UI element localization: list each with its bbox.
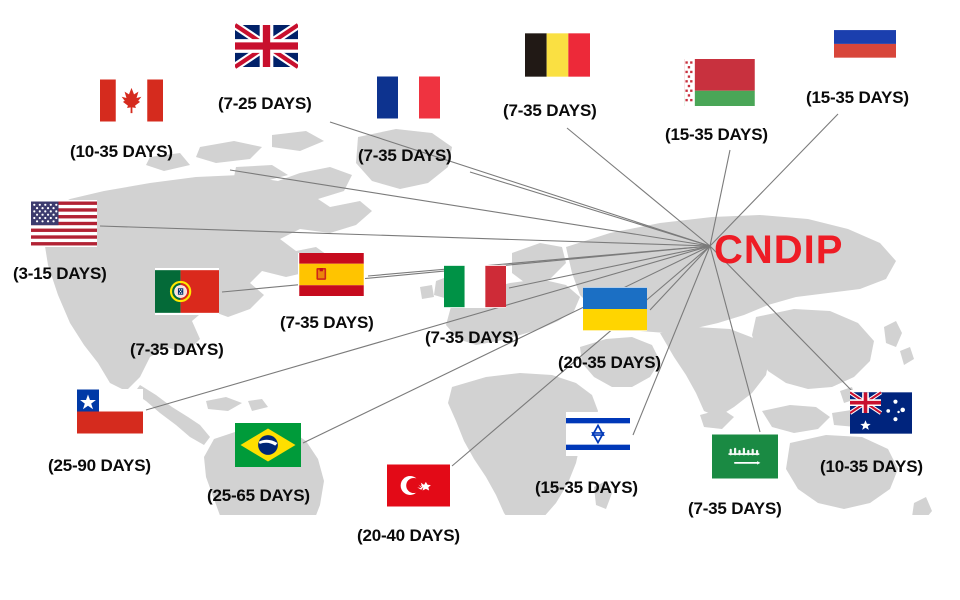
delivery-time-label-turkey: (20-40 DAYS) (357, 526, 460, 545)
delivery-time-label-russia: (15-35 DAYS) (806, 88, 909, 107)
delivery-time-label-ukraine: (20-35 DAYS) (558, 353, 661, 372)
hub-label-cndip: CNDIP (714, 228, 844, 272)
flag-israel-icon (566, 412, 630, 456)
flag-belgium-icon (525, 32, 590, 78)
route-line-canada (229, 169, 711, 247)
flag-brazil-icon (235, 423, 301, 467)
route-line-spain (367, 245, 711, 277)
flag-russia-icon (834, 14, 896, 60)
flag-united-kingdom-icon (235, 20, 298, 72)
route-line-israel (632, 245, 711, 436)
route-line-ukraine (649, 245, 711, 311)
flag-france-icon (377, 75, 440, 120)
delivery-time-label-united-states: (3-15 DAYS) (13, 264, 107, 283)
delivery-time-label-united-kingdom: (7-25 DAYS) (218, 94, 312, 113)
flag-chile-icon (77, 389, 143, 434)
flag-belarus-icon (684, 59, 755, 106)
delivery-time-label-italy: (7-35 DAYS) (425, 328, 519, 347)
route-line-france (469, 171, 711, 247)
delivery-time-label-belarus: (15-35 DAYS) (665, 125, 768, 144)
flag-united-states-icon (31, 200, 97, 247)
delivery-time-label-israel: (15-35 DAYS) (535, 478, 638, 497)
flag-ukraine-icon (583, 287, 647, 331)
route-line-saudi-arabia (709, 245, 761, 433)
delivery-time-label-chile: (25-90 DAYS) (48, 456, 151, 475)
delivery-time-label-france: (7-35 DAYS) (358, 146, 452, 165)
flag-australia-icon (850, 390, 912, 436)
route-line-united-kingdom (329, 121, 711, 247)
route-line-united-states (99, 225, 711, 247)
delivery-time-label-belgium: (7-35 DAYS) (503, 101, 597, 120)
delivery-time-label-brazil: (25-65 DAYS) (207, 486, 310, 505)
delivery-time-label-portugal: (7-35 DAYS) (130, 340, 224, 359)
delivery-time-label-australia: (10-35 DAYS) (820, 457, 923, 476)
delivery-time-label-saudi-arabia: (7-35 DAYS) (688, 499, 782, 518)
flag-saudi-arabia-icon (712, 434, 778, 479)
flag-turkey-icon (387, 464, 450, 507)
flag-spain-icon (298, 253, 365, 296)
route-line-italy (508, 245, 711, 289)
delivery-time-label-canada: (10-35 DAYS) (70, 142, 173, 161)
flag-portugal-icon (155, 268, 219, 315)
flag-canada-icon (100, 78, 163, 123)
route-line-belgium (566, 127, 711, 247)
delivery-time-label-spain: (7-35 DAYS) (280, 313, 374, 332)
flag-italy-icon (444, 265, 506, 308)
